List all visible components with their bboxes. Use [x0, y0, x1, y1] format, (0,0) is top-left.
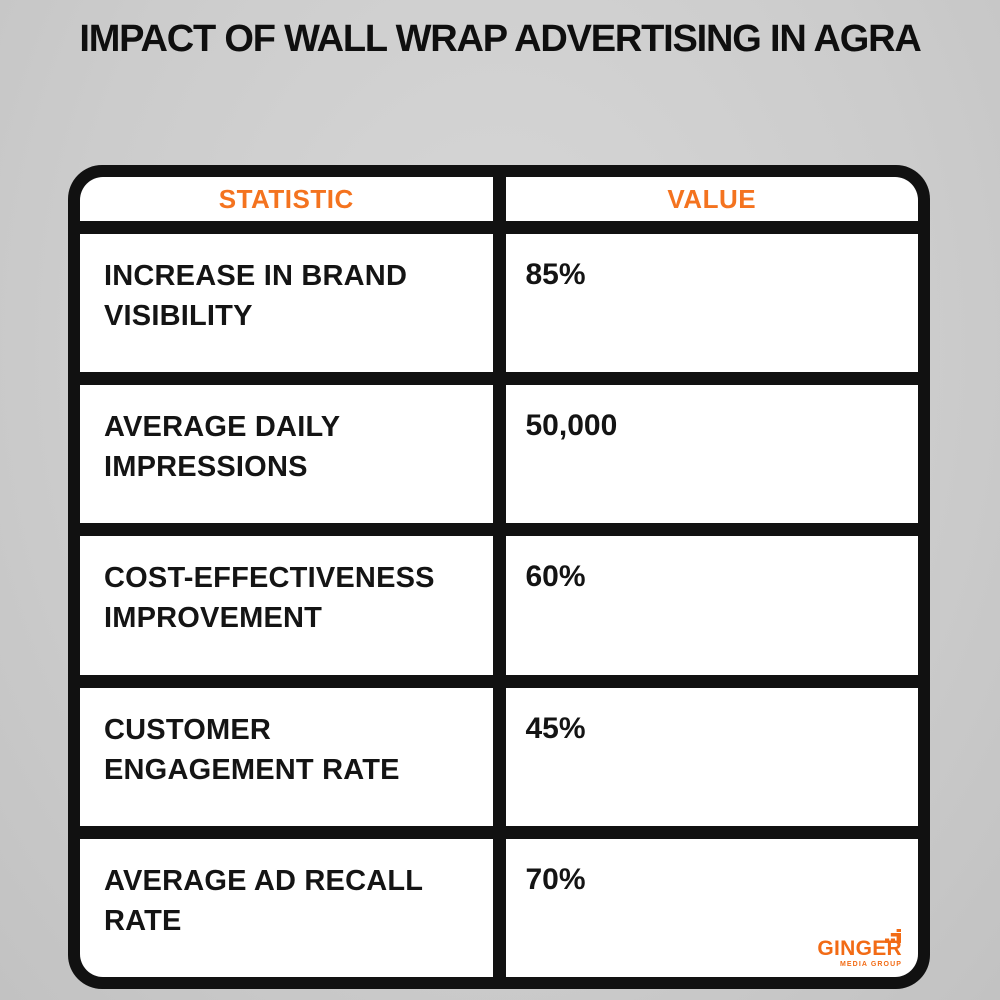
ginger-logo-name: GINGER: [817, 936, 902, 960]
table-row-4-value: 45%: [505, 687, 918, 826]
column-header-statistic: STATISTIC: [80, 177, 493, 221]
table-row-3-statistic: COST-EFFECTIVENESS IMPROVEMENT: [80, 536, 493, 675]
value-label: 70%: [525, 862, 586, 896]
ginger-logo-tagline: MEDIA GROUP: [839, 960, 902, 968]
statistic-label: AVERAGE AD RECALL RATE: [104, 864, 423, 937]
table-row-5-statistic: AVERAGE AD RECALL RATE: [80, 838, 493, 977]
table-row-2-statistic: AVERAGE DAILY IMPRESSIONS: [80, 385, 493, 524]
table-row-1-statistic: INCREASE IN BRAND VISIBILITY: [80, 234, 493, 373]
statistic-label: COST-EFFECTIVENESS IMPROVEMENT: [104, 562, 435, 635]
table-row-4-statistic: CUSTOMER ENGAGEMENT RATE: [80, 687, 493, 826]
page-title: IMPACT OF WALL WRAP ADVERTISING IN AGRA: [79, 18, 921, 60]
statistics-table: STATISTIC VALUE INCREASE IN BRAND VISIBI…: [68, 165, 930, 989]
statistic-label: AVERAGE DAILY IMPRESSIONS: [104, 411, 340, 484]
table-row-5-value: 70% GINGER MEDIA GROUP: [505, 838, 918, 977]
ginger-media-logo: GINGER MEDIA GROUP: [817, 927, 902, 968]
table-row-2-value: 50,000: [505, 385, 918, 524]
statistic-label: CUSTOMER ENGAGEMENT RATE: [104, 713, 400, 786]
table-row-1-value: 85%: [505, 234, 918, 373]
ginger-logo-ascending-bars-icon: [885, 928, 901, 943]
column-header-value: VALUE: [505, 177, 918, 221]
table-row-3-value: 60%: [505, 536, 918, 675]
statistic-label: INCREASE IN BRAND VISIBILITY: [104, 260, 408, 332]
